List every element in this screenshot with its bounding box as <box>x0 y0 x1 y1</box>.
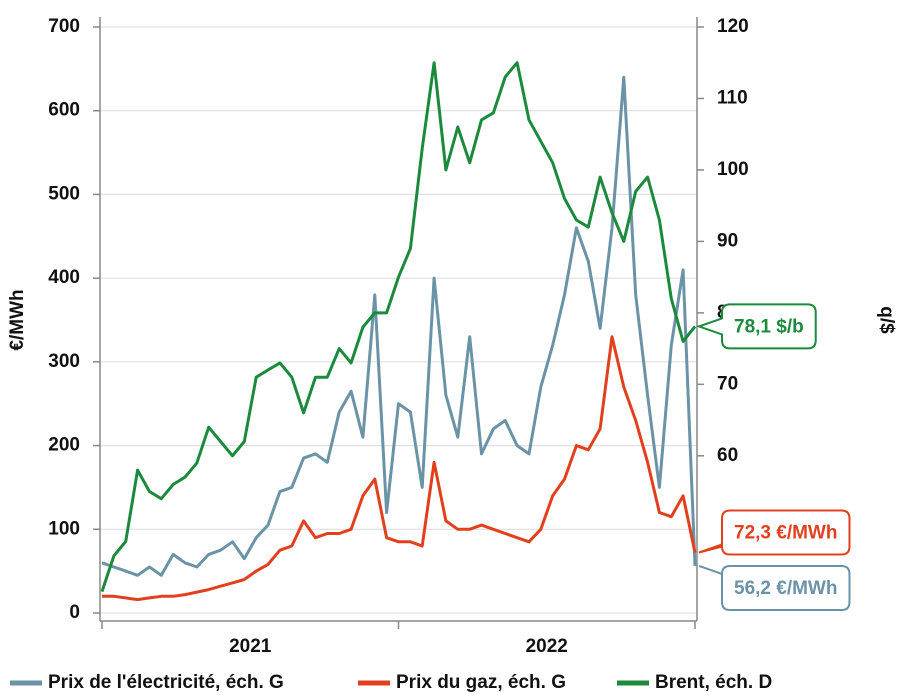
callout-box <box>698 509 851 556</box>
legend-label: Prix du gaz, éch. G <box>396 672 566 693</box>
y-tick-label: 200 <box>48 435 80 456</box>
callout-label: 72,3 €/MWh <box>734 522 837 543</box>
x-tick-label: 2021 <box>229 636 272 657</box>
y2-tick-label: 70 <box>717 373 738 394</box>
legend-label: Prix de l'électricité, éch. G <box>48 672 284 693</box>
callout-label: 78,1 $/b <box>734 316 804 337</box>
y-tick-label: 300 <box>48 351 80 372</box>
y2-tick-label: 60 <box>717 445 738 466</box>
callout: 56,2 €/MWh <box>698 564 851 611</box>
y-tick-label: 500 <box>48 183 80 204</box>
callout-box <box>695 303 817 350</box>
y-tick-label: 100 <box>48 518 80 539</box>
y-tick-label: 600 <box>48 100 80 121</box>
callout: 72,3 €/MWh <box>698 509 851 556</box>
callout: 78,1 $/b <box>695 303 817 350</box>
x-tick-label: 2022 <box>526 636 568 657</box>
y-axis-label: €/MWh <box>7 289 28 350</box>
legend-label: Brent, éch. D <box>655 672 772 693</box>
series-line <box>102 335 697 602</box>
y2-tick-label: 90 <box>717 230 738 251</box>
y2-axis-label: q/$ <box>876 306 897 334</box>
y-tick-label: 400 <box>48 267 80 288</box>
y2-tick-label: 100 <box>717 159 749 180</box>
callout-box <box>698 564 851 611</box>
callout-label: 56,2 €/MWh <box>734 578 837 599</box>
series-line <box>101 75 697 577</box>
y-tick-label: 700 <box>48 16 80 37</box>
y2-tick-label: 110 <box>717 87 748 108</box>
y-tick-label: 0 <box>69 602 80 623</box>
series-line <box>100 61 697 593</box>
y2-tick-label: 120 <box>717 16 749 37</box>
